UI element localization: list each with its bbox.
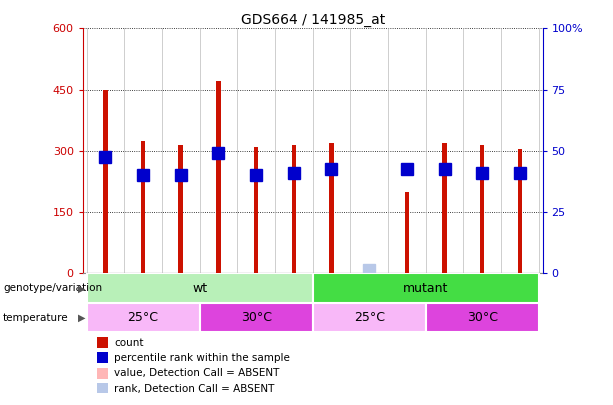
Bar [480,145,484,273]
Bar [292,145,296,273]
Text: ▶: ▶ [78,284,85,293]
Text: mutant: mutant [403,282,448,295]
Bar [86,273,313,303]
Bar [83,273,543,277]
Title: GDS664 / 141985_at: GDS664 / 141985_at [240,13,385,27]
Bar [141,141,145,273]
Bar [97,368,108,379]
Text: count: count [114,338,143,347]
Bar [329,143,333,273]
Bar [442,143,447,273]
Bar [405,192,409,273]
Text: ▶: ▶ [78,313,85,322]
Bar [254,147,258,273]
Text: rank, Detection Call = ABSENT: rank, Detection Call = ABSENT [114,384,275,394]
Text: value, Detection Call = ABSENT: value, Detection Call = ABSENT [114,368,280,378]
Text: 25°C: 25°C [128,311,159,324]
Bar [97,337,108,348]
Bar [313,273,539,303]
Text: 25°C: 25°C [354,311,384,324]
Text: wt: wt [192,282,207,295]
Bar [200,303,313,332]
Bar [97,352,108,363]
Bar [517,149,522,273]
Bar [86,303,200,332]
Bar [103,90,108,273]
Bar [97,383,108,394]
Bar [178,145,183,273]
Text: genotype/variation: genotype/variation [3,284,102,293]
Text: percentile rank within the sample: percentile rank within the sample [114,353,290,363]
Bar [367,265,371,273]
Text: temperature: temperature [3,313,69,322]
Bar [216,81,221,273]
Text: 30°C: 30°C [241,311,272,324]
Bar [313,303,425,332]
Bar [425,303,539,332]
Text: 30°C: 30°C [466,311,498,324]
